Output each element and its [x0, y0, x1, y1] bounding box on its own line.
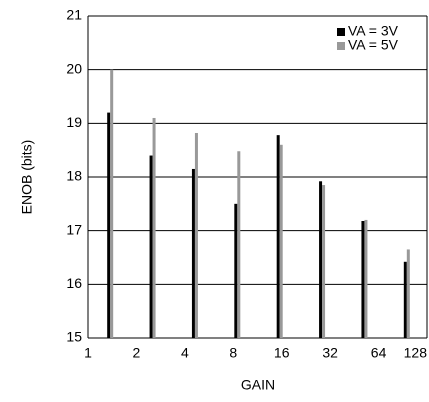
bar	[194, 132, 198, 338]
x-tick-label: 2	[133, 345, 141, 361]
legend-label: VA = 5V	[348, 37, 399, 53]
legend-swatch	[337, 28, 345, 36]
y-tick-label: 19	[66, 114, 82, 130]
x-tick-label: 16	[274, 345, 290, 361]
x-tick-label: 4	[181, 345, 189, 361]
bar	[322, 185, 326, 338]
x-axis-label: GAIN	[241, 377, 275, 393]
bar	[107, 112, 111, 338]
x-tick-label: 8	[229, 345, 237, 361]
bar	[110, 69, 114, 339]
y-axis-label: ENOB (bits)	[19, 140, 35, 215]
x-tick-label: 1	[84, 345, 92, 361]
bar	[152, 117, 156, 338]
x-tick-label: 32	[322, 345, 338, 361]
legend-label: VA = 3V	[348, 23, 399, 39]
y-tick-label: 21	[66, 7, 82, 23]
y-tick-label: 17	[66, 221, 82, 237]
y-tick-label: 15	[66, 329, 82, 345]
x-tick-label: 64	[371, 345, 387, 361]
bar	[406, 249, 410, 338]
bar	[191, 168, 195, 338]
bar	[403, 261, 407, 338]
bar	[319, 181, 323, 338]
y-tick-label: 18	[66, 168, 82, 184]
bar	[364, 219, 368, 338]
bar	[279, 144, 283, 338]
bar	[361, 221, 365, 338]
legend-swatch	[337, 42, 345, 50]
y-tick-label: 16	[66, 275, 82, 291]
bar	[149, 155, 153, 338]
x-tick-label: 128	[404, 345, 428, 361]
bar	[237, 151, 241, 338]
bar	[234, 203, 238, 338]
bar	[276, 135, 280, 338]
y-tick-label: 20	[66, 60, 82, 76]
